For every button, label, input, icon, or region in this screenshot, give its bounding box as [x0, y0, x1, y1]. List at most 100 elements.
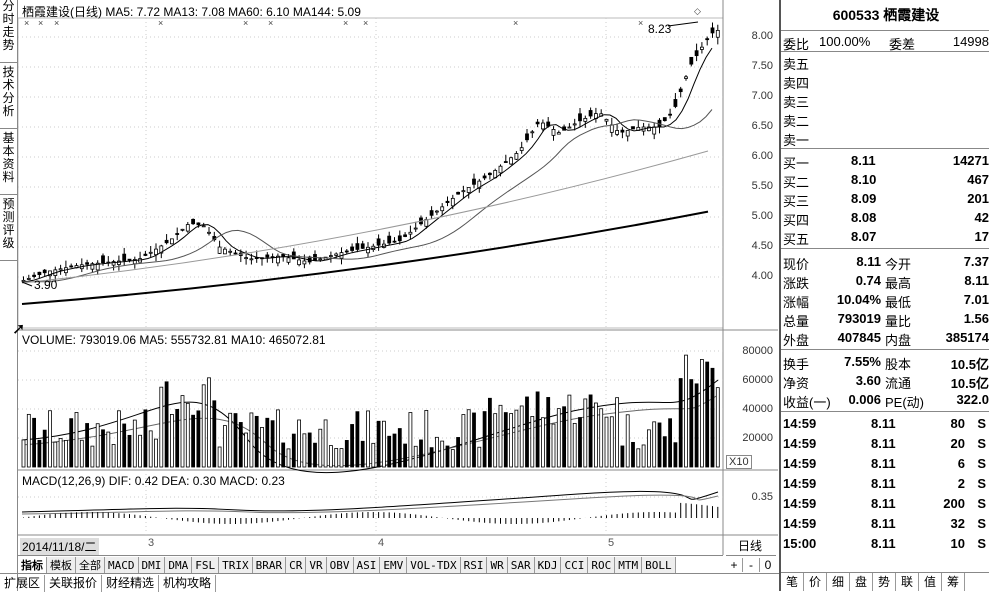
- tab-intraday[interactable]: 分时走势: [0, 0, 17, 63]
- stat-row: 净资 3.60 流通 10.5亿: [781, 371, 989, 391]
- month-mark: 5: [608, 537, 615, 549]
- indicator-tab-指标[interactable]: 指标: [18, 557, 47, 574]
- zoom-in-button[interactable]: +: [726, 558, 743, 572]
- kline-chart[interactable]: × × × × × × × × × × ◇: [18, 0, 778, 555]
- order-label: 卖二: [783, 114, 810, 129]
- svg-text:×: ×: [24, 18, 29, 28]
- stat-label: 收益(一): [783, 395, 831, 410]
- indicator-tab-macd[interactable]: MACD: [105, 557, 139, 574]
- indicator-tab-wr[interactable]: WR: [487, 557, 508, 574]
- indicator-tab-cr[interactable]: CR: [286, 557, 307, 574]
- weicha-label: 委差: [889, 37, 916, 52]
- zoom-out-button[interactable]: -: [743, 558, 760, 572]
- volume-bar: [286, 448, 291, 468]
- low-price-label: 3.90: [34, 278, 58, 292]
- order-label: 买三: [783, 194, 810, 209]
- indicator-tab-fsl[interactable]: FSL: [192, 557, 220, 574]
- indicator-tab-cci[interactable]: CCI: [561, 557, 589, 574]
- order-label: 买五: [783, 232, 810, 247]
- svg-text:×: ×: [343, 18, 348, 28]
- candle-body: [609, 124, 614, 133]
- indicator-tab-全部[interactable]: 全部: [76, 557, 105, 574]
- volume-bar: [249, 412, 254, 468]
- tab-related-quotes[interactable]: 关联报价: [45, 575, 103, 592]
- indicator-tab-emv[interactable]: EMV: [380, 557, 408, 574]
- svg-text:×: ×: [158, 18, 163, 28]
- stat-label: 股本: [885, 357, 912, 372]
- indicator-tab-trix[interactable]: TRIX: [219, 557, 253, 574]
- quote-tab[interactable]: 笔: [781, 573, 804, 591]
- zoom-controls: + -0: [726, 555, 776, 574]
- volume-bar: [652, 421, 657, 468]
- candle-body: [625, 130, 630, 137]
- indicator-tab-rsi[interactable]: RSI: [460, 557, 488, 574]
- stat-value: 7.55%: [844, 354, 881, 369]
- quote-tab[interactable]: 筹: [942, 573, 965, 591]
- order-price: 8.07: [851, 229, 877, 244]
- quote-tab[interactable]: 价: [804, 573, 827, 591]
- order-volume: 201: [967, 191, 989, 206]
- volume-bar: [159, 386, 164, 468]
- tab-extension-area[interactable]: 扩展区: [0, 575, 46, 592]
- indicator-tab-kdj[interactable]: KDJ: [534, 557, 562, 574]
- ma5-value: MA5: 7.72: [105, 5, 161, 19]
- tab-forecast-rating[interactable]: 预测评级: [0, 198, 17, 261]
- zoom-reset-button[interactable]: 0: [764, 558, 772, 572]
- indicator-tab-roc[interactable]: ROC: [588, 557, 616, 574]
- candle-body: [461, 190, 466, 193]
- volume-bar: [689, 379, 694, 468]
- quote-tab[interactable]: 值: [919, 573, 942, 591]
- volume-bar: [541, 417, 545, 468]
- volume-bar: [21, 439, 26, 468]
- candle-body: [318, 258, 323, 261]
- macd-dif-line: [21, 490, 719, 513]
- indicator-tab-asi[interactable]: ASI: [353, 557, 381, 574]
- volume-bar: [450, 449, 455, 468]
- period-selector[interactable]: 日线: [738, 539, 763, 553]
- quote-tab[interactable]: 细: [827, 573, 850, 591]
- sell-row: 卖一: [781, 128, 989, 148]
- indicator-tab-boll[interactable]: BOLL: [642, 557, 676, 574]
- tab-technical-analysis[interactable]: 技术分析: [0, 66, 17, 129]
- indicator-tab-vol-tdx[interactable]: VOL-TDX: [407, 557, 461, 574]
- macd-dea: DEA: 0.30: [161, 474, 217, 488]
- tab-institution-strategy[interactable]: 机构攻略: [159, 575, 217, 592]
- order-label: 买四: [783, 213, 810, 228]
- quote-tab[interactable]: 联: [896, 573, 919, 591]
- quote-panel: 600533 栖霞建设 委比 100.00% 委差 14998 卖五 卖四 卖三 卖二…: [779, 0, 989, 591]
- candle-body: [397, 235, 402, 242]
- stat-label: 涨跌: [783, 276, 810, 291]
- tick-price: 8.11: [871, 456, 896, 471]
- candle-body: [408, 231, 413, 235]
- indicator-tab-obv[interactable]: OBV: [326, 557, 354, 574]
- tab-finance-picks[interactable]: 财经精选: [102, 575, 160, 592]
- indicator-tab-模板[interactable]: 模板: [47, 557, 76, 574]
- volume-bar: [546, 397, 551, 468]
- volume-bar: [191, 414, 196, 468]
- volume-bar: [599, 408, 604, 468]
- volume-bar: [625, 414, 630, 468]
- indicator-tab-dma[interactable]: DMA: [165, 557, 193, 574]
- candle-body: [180, 228, 185, 231]
- indicator-tab-vr[interactable]: VR: [306, 557, 327, 574]
- macd-dif: DIF: 0.42: [108, 474, 159, 488]
- quote-tab[interactable]: 势: [873, 573, 896, 591]
- price-tick: 7.00: [751, 90, 773, 102]
- candle-body: [514, 153, 519, 160]
- candle-body: [297, 259, 302, 266]
- indicator-tab-brar[interactable]: BRAR: [252, 557, 287, 574]
- volume-bar: [32, 417, 37, 468]
- volume-bar: [477, 446, 482, 468]
- tab-fundamentals[interactable]: 基本资料: [0, 132, 17, 195]
- stat-label: 涨幅: [783, 295, 810, 310]
- stat-label: 净资: [783, 376, 810, 391]
- indicator-tab-sar[interactable]: SAR: [507, 557, 535, 574]
- volume-bar: [328, 445, 333, 468]
- macd-tick: 0.35: [751, 491, 773, 503]
- indicator-tab-mtm[interactable]: MTM: [615, 557, 643, 574]
- tick-volume: 10: [950, 536, 965, 551]
- indicator-tab-dmi[interactable]: DMI: [138, 557, 166, 574]
- order-label: 卖三: [783, 95, 810, 110]
- quote-tab[interactable]: 盘: [850, 573, 873, 591]
- stat-value: 3.60: [855, 373, 881, 388]
